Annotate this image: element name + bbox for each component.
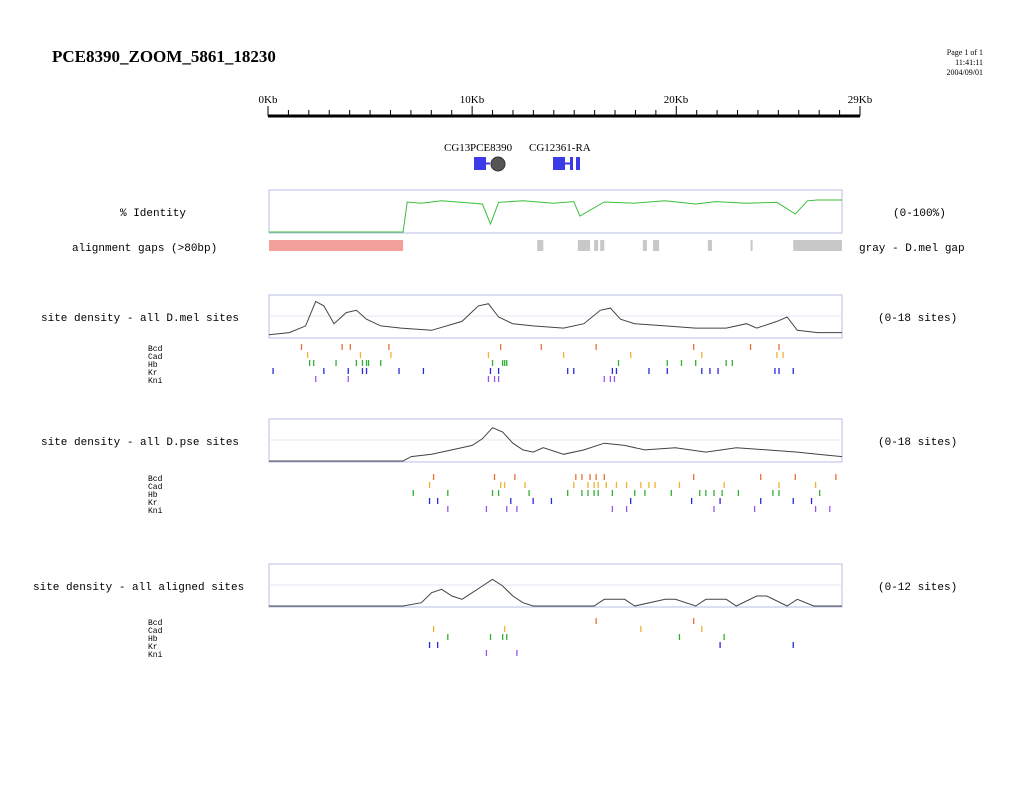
pse-factor-kr: Kr bbox=[148, 499, 158, 508]
alignment-gap-block bbox=[269, 240, 404, 251]
dmel-gap-block bbox=[577, 240, 591, 251]
mel-factor-kni: Kni bbox=[148, 377, 163, 386]
gene-exon-cg12361-a[interactable] bbox=[553, 157, 565, 170]
gap-track: alignment gaps (>80bp) gray - D.mel gap bbox=[72, 240, 965, 255]
ruler: 0Kb 10Kb 20Kb 29Kb bbox=[259, 94, 873, 118]
mel-factor-bcd: Bcd bbox=[148, 345, 163, 354]
page-date: 2004/09/01 bbox=[946, 68, 983, 77]
dmel-gap-block bbox=[793, 240, 842, 251]
gap-track-label: alignment gaps (>80bp) bbox=[72, 243, 217, 255]
ruler-tick-label-0: 0Kb bbox=[259, 94, 278, 106]
dmel-gap-block bbox=[537, 240, 544, 251]
aligned-factor-kr: Kr bbox=[148, 643, 158, 652]
gene-label-pce8390: PCE8390 bbox=[470, 142, 513, 154]
identity-track: % Identity (0-100%) bbox=[120, 189, 946, 234]
aligned-density-range-label: (0-12 sites) bbox=[878, 582, 957, 594]
gene-label-cg12361: CG12361-RA bbox=[529, 142, 591, 154]
dmel-gap-block bbox=[594, 240, 599, 251]
ruler-tick-label-29: 29Kb bbox=[848, 94, 873, 106]
gene-exon-cg12361-c[interactable] bbox=[576, 157, 580, 170]
pse-factor-hb: Hb bbox=[148, 491, 158, 500]
dmel-gap-block bbox=[600, 240, 605, 251]
ruler-tick-label-20: 20Kb bbox=[664, 94, 689, 106]
gene-track: CG13 PCE8390 CG12361-RA bbox=[444, 142, 591, 172]
identity-series-line bbox=[269, 199, 842, 233]
identity-range-label: (0-100%) bbox=[893, 208, 946, 220]
page-title: PCE8390_ZOOM_5861_18230 bbox=[52, 47, 276, 66]
mel-density-range-label: (0-18 sites) bbox=[878, 313, 957, 325]
mel-factor-cad: Cad bbox=[148, 353, 163, 362]
aligned-factor-kni: Kni bbox=[148, 651, 163, 660]
pse-factor-kni: Kni bbox=[148, 507, 163, 516]
aligned-density-label: site density - all aligned sites bbox=[33, 582, 244, 594]
pse-site-marks bbox=[412, 474, 837, 512]
pse-density-range-label: (0-18 sites) bbox=[878, 437, 957, 449]
aligned-factor-bcd: Bcd bbox=[148, 619, 163, 628]
dmel-gap-block bbox=[750, 240, 753, 251]
page-number: Page 1 of 1 bbox=[946, 48, 983, 57]
gap-legend-label: gray - D.mel gap bbox=[859, 243, 965, 255]
mel-factor-hb: Hb bbox=[148, 361, 158, 370]
aligned-factor-hb: Hb bbox=[148, 635, 158, 644]
dmel-gap-block bbox=[642, 240, 647, 251]
pse-density-series-line bbox=[269, 427, 843, 462]
identity-track-label: % Identity bbox=[120, 208, 186, 220]
ruler-tick-label-10: 10Kb bbox=[460, 94, 485, 106]
mel-density-label: site density - all D.mel sites bbox=[41, 313, 239, 325]
mel-factor-kr: Kr bbox=[148, 369, 158, 378]
mel-density-track: site density - all D.mel sites (0-18 sit… bbox=[41, 294, 957, 386]
gap-blocks bbox=[269, 240, 842, 251]
pse-density-label: site density - all D.pse sites bbox=[41, 437, 239, 449]
dmel-gap-block bbox=[707, 240, 712, 251]
page-info: Page 1 of 1 11:41:11 2004/09/01 bbox=[947, 48, 983, 78]
aligned-density-track: site density - all aligned sites (0-12 s… bbox=[33, 563, 957, 660]
dmel-gap-block bbox=[653, 240, 660, 251]
mel-site-marks bbox=[272, 344, 794, 382]
pse-factor-cad: Cad bbox=[148, 483, 163, 492]
mel-density-series-line bbox=[268, 300, 842, 336]
pse-factor-bcd: Bcd bbox=[148, 475, 163, 484]
identity-frame bbox=[268, 189, 843, 234]
gene-exon-cg12361-b[interactable] bbox=[570, 157, 573, 170]
gene-exon-cg13[interactable] bbox=[474, 157, 486, 170]
aligned-factor-cad: Cad bbox=[148, 627, 163, 636]
ruler-minor-ticks bbox=[267, 106, 861, 116]
pse-density-track: site density - all D.pse sites (0-18 sit… bbox=[41, 418, 957, 516]
aligned-site-marks bbox=[428, 618, 794, 656]
enhancer-marker-pce8390[interactable] bbox=[490, 156, 506, 172]
aligned-density-series-line bbox=[269, 578, 842, 607]
page-time: 11:41:11 bbox=[955, 58, 983, 67]
gene-label-cg13: CG13 bbox=[444, 142, 471, 154]
